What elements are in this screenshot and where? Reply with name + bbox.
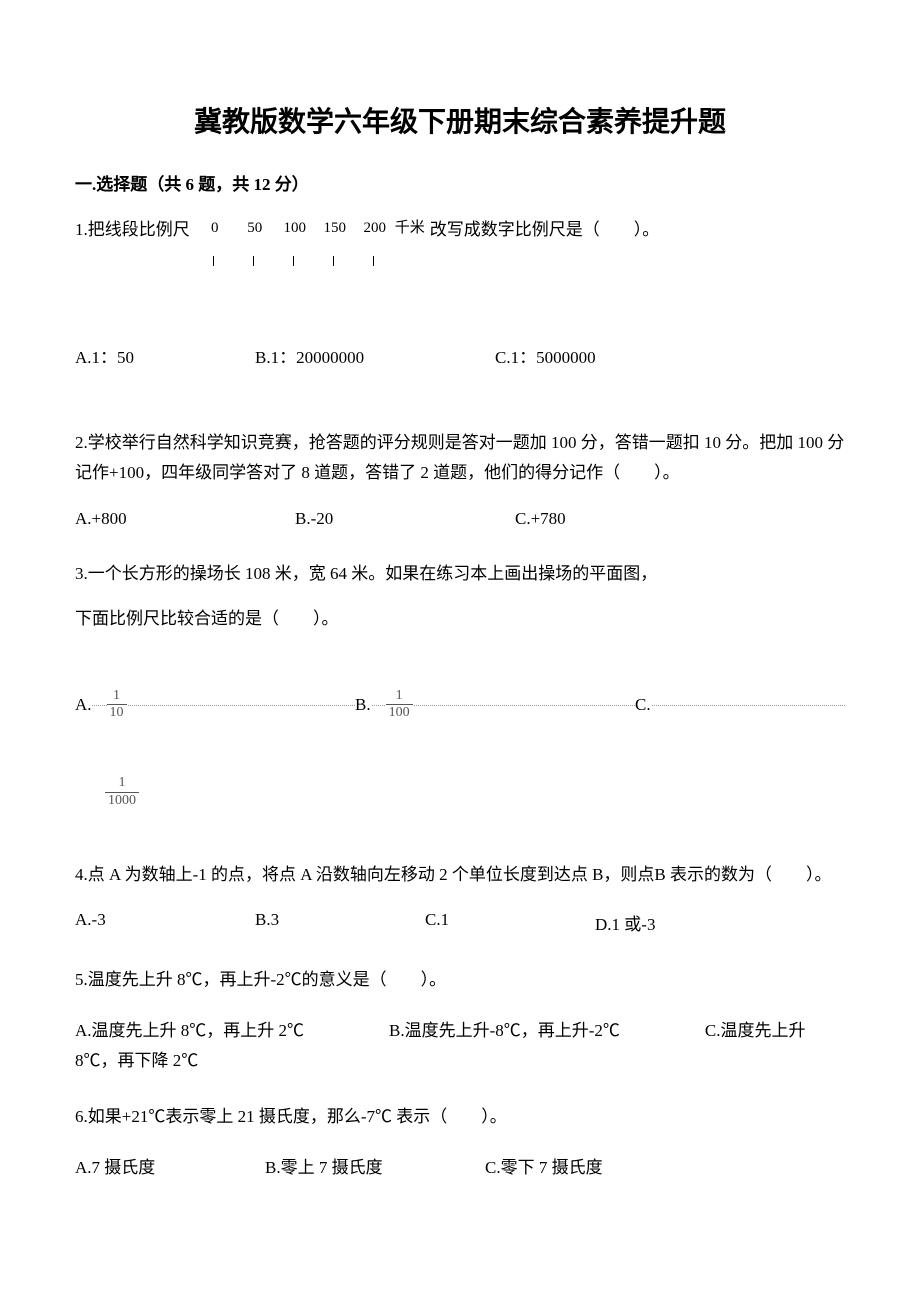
question-6: 6.如果+21℃表示零上 21 摄氏度，那么-7℃ 表示（ ）。 xyxy=(75,1102,845,1133)
fraction-a-num: 1 xyxy=(107,688,127,706)
q2-options: A.+800 B.-20 C.+780 xyxy=(75,509,845,529)
q4-option-b: B.3 xyxy=(255,910,425,935)
q4-option-d: D.1 或-3 xyxy=(595,910,655,935)
q3-option-c: C. xyxy=(635,695,651,715)
q1-text-after: 改写成数字比例尺是（ ）。 xyxy=(430,215,660,246)
q3-option-b: B. 1 100 xyxy=(355,688,413,723)
fraction-b-den: 100 xyxy=(386,705,413,722)
question-3: 3.一个长方形的操场长 108 米，宽 64 米。如果在练习本上画出操场的平面图… xyxy=(75,559,845,635)
q2-option-c: C.+780 xyxy=(515,509,566,529)
section-header: 一.选择题（共 6 题，共 12 分） xyxy=(75,170,845,195)
q2-option-b: B.-20 xyxy=(295,509,515,529)
q2-option-a: A.+800 xyxy=(75,509,295,529)
q4-option-c: C.1 xyxy=(425,910,595,935)
q6-option-c: C.零下 7 摄氏度 xyxy=(485,1153,603,1178)
question-4: 4.点 A 为数轴上-1 的点，将点 A 沿数轴向左移动 2 个单位长度到达点 … xyxy=(75,860,845,891)
q6-option-b: B.零上 7 摄氏度 xyxy=(265,1153,485,1178)
q3-line2: 下面比例尺比较合适的是（ ）。 xyxy=(75,604,845,635)
q4-option-a: A.-3 xyxy=(75,910,255,935)
scale-label-4: 200 xyxy=(355,215,395,242)
fraction-a-den: 10 xyxy=(107,705,127,722)
q3-opt-c-label: C. xyxy=(635,695,651,714)
question-5: 5.温度先上升 8℃，再上升-2℃的意义是（ ）。 xyxy=(75,965,845,996)
q1-option-b: B.1：20000000 xyxy=(255,343,495,368)
page-title: 冀教版数学六年级下册期末综合素养提升题 xyxy=(75,100,845,140)
scale-label-1: 50 xyxy=(235,215,275,242)
scale-label-0: 0 xyxy=(195,215,235,242)
q3-options: A. 1 10 B. 1 100 C. 1 1000 xyxy=(75,685,845,810)
q3-opt-b-label: B. xyxy=(355,695,371,715)
q3-line1: 3.一个长方形的操场长 108 米，宽 64 米。如果在练习本上画出操场的平面图… xyxy=(75,559,845,590)
fraction-b-num: 1 xyxy=(386,688,413,706)
dotted-line xyxy=(75,705,845,706)
q6-option-a: A.7 摄氏度 xyxy=(75,1153,265,1178)
q3-option-a: A. 1 10 xyxy=(75,688,127,723)
q1-options: A.1：50 B.1：20000000 C.1：5000000 xyxy=(75,343,845,368)
q5-options: A.温度先上升 8℃，再上升 2℃ B.温度先上升-8℃，再上升-2℃ C.温度… xyxy=(75,1016,845,1077)
fraction-c-den: 1000 xyxy=(105,793,139,810)
fraction-b: 1 100 xyxy=(386,688,413,723)
fraction-c: 1 1000 xyxy=(105,775,139,810)
scale-ruler: 0 50 100 150 200 千米 xyxy=(195,215,425,273)
question-1: 1.把线段比例尺 0 50 100 150 200 千米 改写成数字比例尺是（ … xyxy=(75,215,845,273)
q1-option-a: A.1：50 xyxy=(75,343,255,368)
q1-option-c: C.1：5000000 xyxy=(495,343,596,368)
scale-label-3: 150 xyxy=(315,215,355,242)
scale-label-2: 100 xyxy=(275,215,315,242)
fraction-c-num: 1 xyxy=(105,775,139,793)
scale-unit: 千米 xyxy=(395,215,425,242)
fraction-a: 1 10 xyxy=(107,688,127,723)
q6-options: A.7 摄氏度 B.零上 7 摄氏度 C.零下 7 摄氏度 xyxy=(75,1153,845,1178)
q3-opt-a-label: A. xyxy=(75,695,92,715)
question-2: 2.学校举行自然科学知识竞赛，抢答题的评分规则是答对一题加 100 分，答错一题… xyxy=(75,428,845,489)
q1-text-before: 1.把线段比例尺 xyxy=(75,215,190,246)
q4-options: A.-3 B.3 C.1 D.1 或-3 xyxy=(75,910,845,935)
